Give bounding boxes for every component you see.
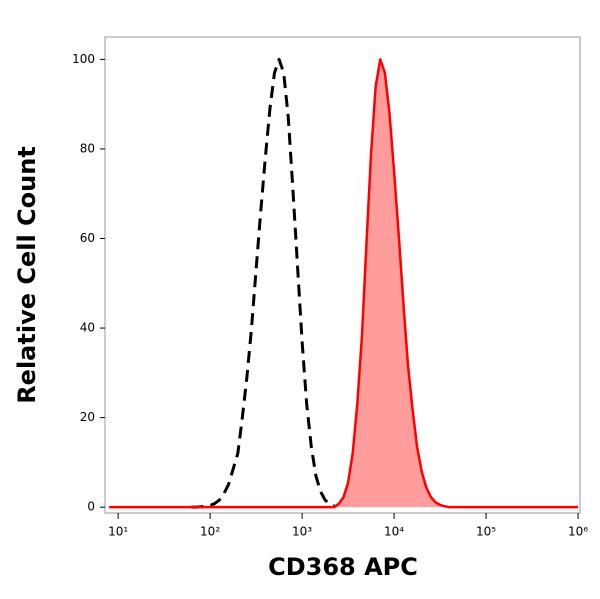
y-tick-label: 20	[80, 410, 95, 424]
x-tick-label: 10³	[292, 525, 312, 539]
x-tick-label: 10⁵	[476, 525, 496, 539]
x-tick-label: 10⁶	[568, 525, 588, 539]
x-tick-label: 10²	[200, 525, 220, 539]
y-axis-title: Relative Cell Count	[13, 146, 41, 404]
histogram-area	[109, 59, 579, 508]
x-axis-title: CD368 APC	[268, 553, 418, 581]
x-tick-label: 10⁴	[384, 525, 404, 539]
y-tick-label: 80	[80, 141, 95, 155]
histogram-line	[191, 57, 335, 509]
plot-frame	[104, 36, 581, 514]
histogram-line	[109, 58, 579, 509]
x-tick-label: 10¹	[108, 525, 128, 539]
y-tick-label: 0	[87, 500, 95, 514]
y-tick-label: 40	[80, 321, 95, 335]
y-tick-label: 100	[72, 52, 95, 66]
y-tick-label: 60	[80, 231, 95, 245]
